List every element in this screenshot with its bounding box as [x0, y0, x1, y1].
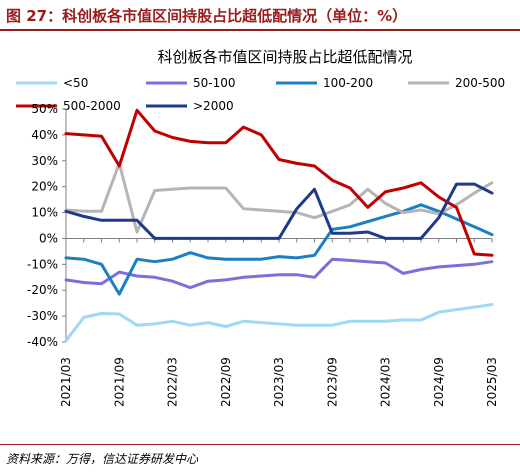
y-tick-label: -20%	[27, 283, 58, 297]
header-divider	[0, 29, 520, 31]
y-tick-label: 0%	[39, 231, 58, 245]
series-line	[64, 257, 494, 290]
y-tick-label: 50%	[31, 102, 58, 116]
y-tick-label: -10%	[27, 257, 58, 271]
series-line	[64, 182, 494, 240]
y-tick-label: -30%	[27, 309, 58, 323]
x-tick-label: 2021/09	[112, 357, 126, 407]
footer-divider	[0, 444, 520, 445]
y-tick-label: -40%	[27, 335, 58, 349]
x-tick-label: 2025/03	[485, 357, 499, 407]
y-tick-label: 20%	[31, 180, 58, 194]
series-line	[64, 203, 494, 296]
x-tick-label: 2023/03	[272, 357, 286, 407]
legend-label: >2000	[193, 99, 234, 113]
y-tick-label: 40%	[31, 128, 58, 142]
x-tick-label: 2024/03	[379, 357, 393, 407]
series-line	[64, 161, 494, 234]
chart-title: 科创板各市值区间持股占比超低配情况	[157, 48, 412, 66]
legend-label: <50	[63, 76, 88, 90]
figure-header: 图 27：科创板各市值区间持股占比超低配情况（单位：%）	[0, 0, 520, 31]
figure-title: 图 27：科创板各市值区间持股占比超低配情况（单位：%）	[6, 7, 408, 25]
chart-legend: <50 50-100 100-200 200-500 500-2000 >2000	[16, 76, 505, 113]
x-tick-label: 2022/03	[166, 357, 180, 407]
line-chart: 科创板各市值区间持股占比超低配情况 <50 50-100 100-200 200-50…	[16, 48, 505, 407]
series-line	[64, 303, 494, 343]
y-tick-label: 10%	[31, 206, 58, 220]
legend-label: 200-500	[455, 76, 505, 90]
plot-area	[64, 108, 494, 343]
x-tick-label: 2021/03	[59, 357, 73, 407]
y-axis: 50% 40% 30% 20% 10% 0% -10% -20% -30% -40%	[27, 102, 67, 349]
x-tick-label: 2024/09	[432, 357, 446, 407]
y-tick-label: 30%	[31, 154, 58, 168]
legend-label: 500-2000	[63, 99, 121, 113]
legend-label: 50-100	[193, 76, 236, 90]
x-tick-label: 2022/09	[219, 357, 233, 407]
series-line	[64, 108, 494, 257]
figure-source: 资料来源：万得，信达证券研发中心	[6, 452, 199, 466]
x-tick-label: 2023/09	[325, 357, 339, 407]
legend-label: 100-200	[323, 76, 373, 90]
